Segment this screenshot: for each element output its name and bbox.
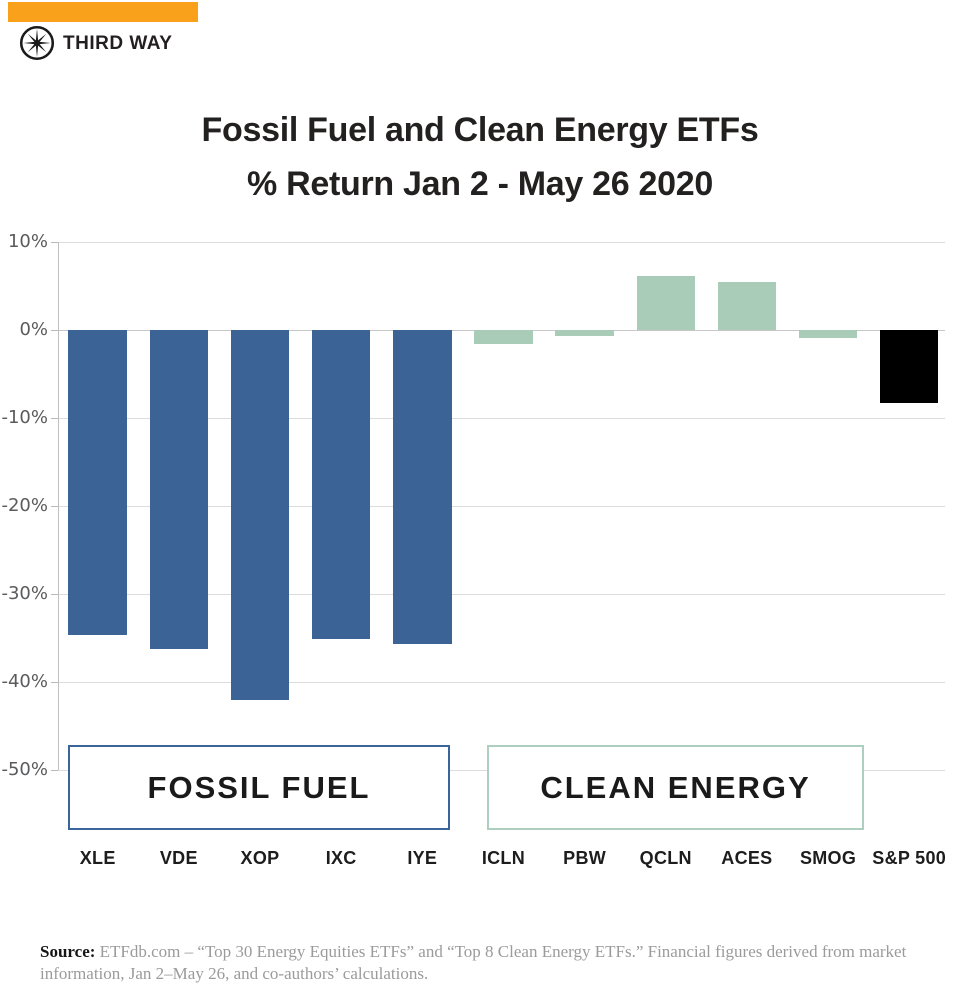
x-tick-label-ACES: ACES	[721, 848, 773, 868]
bar-VDE	[149, 330, 209, 649]
chart-title: Fossil Fuel and Clean Energy ETFs % Retu…	[0, 103, 960, 211]
x-tick-label-XOP: XOP	[240, 848, 280, 868]
y-tick-label: -30%	[1, 583, 48, 604]
fossil-fuel-group-box: FOSSIL FUEL	[68, 745, 450, 830]
y-axis-tick	[51, 506, 58, 507]
gridline--30%	[58, 594, 945, 595]
bar-IYE	[393, 330, 452, 645]
x-tick-label-VDE: VDE	[159, 848, 198, 868]
y-tick-label: 10%	[7, 231, 48, 252]
gridline--10%	[58, 418, 945, 419]
y-axis-line	[58, 242, 59, 770]
gridline--40%	[58, 682, 945, 683]
x-tick-label-IXC: IXC	[325, 848, 357, 868]
bar-S&P 500	[879, 330, 939, 404]
brand-accent-bar	[8, 2, 198, 22]
bar-SMOG	[798, 330, 858, 338]
source-label: Source:	[40, 942, 96, 961]
bar-ACES	[717, 282, 777, 330]
y-tick-label: -40%	[1, 671, 48, 692]
y-tick-label: 0%	[19, 319, 48, 340]
bar-ICLN	[474, 330, 533, 345]
x-tick-label-S&P 500: S&P 500	[872, 848, 947, 868]
bar-XOP	[230, 330, 290, 700]
clean-energy-group-box: CLEAN ENERGY	[487, 745, 864, 830]
gridline--20%	[58, 506, 945, 507]
bar-PBW	[555, 330, 614, 337]
y-tick-label: -10%	[1, 407, 48, 428]
x-tick-label-SMOG: SMOG	[799, 848, 857, 868]
chart-title-line1: Fossil Fuel and Clean Energy ETFs	[201, 111, 759, 149]
x-tick-label-PBW: PBW	[563, 848, 607, 868]
y-tick-label: -50%	[1, 759, 48, 780]
y-axis-tick	[51, 418, 58, 419]
y-tick-label: -20%	[1, 495, 48, 516]
fossil-fuel-group-label: FOSSIL FUEL	[147, 769, 371, 805]
y-axis-tick	[51, 682, 58, 683]
y-axis-tick	[51, 242, 58, 243]
clean-energy-group-label: CLEAN ENERGY	[540, 769, 811, 805]
y-axis-tick	[51, 770, 58, 771]
x-tick-label-QCLN: QCLN	[639, 848, 692, 868]
source-note: Source: ETFdb.com – “Top 30 Energy Equit…	[40, 941, 928, 985]
bar-XLE	[68, 330, 127, 636]
chart-title-line2: % Return Jan 2 - May 26 2020	[247, 165, 713, 203]
compass-star-icon	[19, 25, 55, 61]
y-axis-tick	[51, 594, 58, 595]
source-text: ETFdb.com – “Top 30 Energy Equities ETFs…	[40, 942, 907, 983]
x-tick-label-ICLN: ICLN	[481, 848, 526, 868]
brand-name: THIRD WAY	[63, 33, 173, 54]
bar-QCLN	[636, 276, 695, 330]
gridline-10%	[58, 242, 945, 243]
bar-IXC	[311, 330, 371, 639]
x-tick-label-XLE: XLE	[79, 848, 116, 868]
y-axis-tick	[51, 330, 58, 331]
x-tick-label-IYE: IYE	[407, 848, 438, 868]
